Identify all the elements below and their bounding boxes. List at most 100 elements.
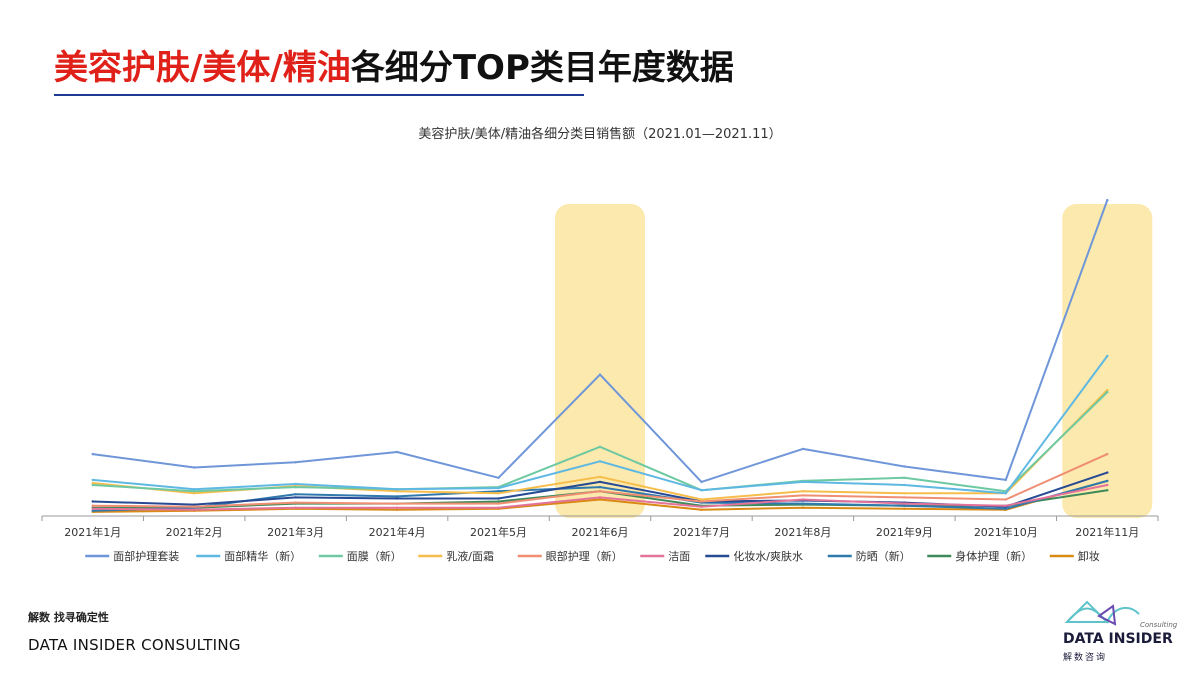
data-point: [903, 504, 906, 507]
data-point: [294, 493, 297, 496]
data-point: [1004, 478, 1007, 482]
data-point: [903, 492, 906, 495]
legend-label: 面部精华（新）: [224, 549, 301, 563]
data-point: [598, 485, 602, 489]
data-point: [903, 502, 906, 505]
data-point: [193, 503, 196, 506]
data-point: [903, 483, 906, 487]
data-point: [497, 502, 500, 505]
data-point: [294, 485, 297, 489]
data-point: [903, 496, 906, 499]
data-point: [294, 506, 297, 509]
data-point: [1106, 452, 1109, 456]
title-underline: [54, 94, 584, 96]
data-point: [700, 505, 703, 508]
data-point: [91, 478, 94, 482]
data-point: [1004, 492, 1007, 495]
legend-label: 面部护理套装: [113, 549, 179, 563]
chart-title: 美容护肤/美体/精油各细分类目销售额（2021.01—2021.11）: [418, 127, 782, 142]
x-tick-label: 2021年3月: [267, 525, 324, 539]
data-point: [598, 480, 602, 484]
page-title-rest: 各细分TOP类目年度数据: [350, 48, 734, 88]
data-point: [91, 500, 94, 503]
highlight-band: [555, 204, 645, 518]
x-tick-label: 2021年1月: [64, 525, 121, 539]
x-tick-label: 2021年5月: [470, 525, 527, 539]
data-point: [91, 509, 94, 512]
x-tick-label: 2021年6月: [572, 525, 629, 539]
data-point: [903, 465, 906, 468]
data-point: [700, 508, 703, 511]
data-point: [598, 498, 602, 501]
x-tick-label: 2021年7月: [673, 525, 730, 539]
data-point: [598, 460, 602, 463]
data-point: [700, 480, 703, 484]
data-point: [1106, 479, 1109, 483]
data-point: [193, 466, 196, 469]
legend-label: 化妆水/爽肤水: [733, 549, 803, 563]
data-point: [1004, 507, 1007, 510]
x-tick-label: 2021年2月: [166, 525, 223, 539]
x-tick-label: 2021年11月: [1075, 525, 1139, 539]
data-point: [294, 482, 297, 486]
footer-slogan: 解数 找寻确定性: [28, 611, 109, 624]
x-tick-label: 2021年8月: [774, 525, 831, 539]
data-point: [395, 490, 399, 493]
data-point: [91, 507, 94, 510]
data-point: [1106, 471, 1109, 474]
x-tick-label: 2021年9月: [876, 525, 933, 539]
data-point: [700, 489, 703, 492]
data-point: [598, 490, 602, 493]
data-point: [193, 505, 196, 508]
logo-name: DATA INSIDER: [1063, 631, 1173, 647]
data-point: [1106, 489, 1109, 492]
data-point: [1106, 388, 1109, 392]
page-title-highlight: 美容护肤/美体/精油: [54, 48, 351, 88]
data-point: [294, 461, 297, 464]
data-point: [497, 497, 500, 500]
data-point: [91, 483, 94, 487]
x-tick-label: 2021年10月: [974, 525, 1038, 539]
data-point: [700, 500, 703, 503]
legend-label: 乳液/面霜: [446, 549, 494, 563]
data-point: [1004, 504, 1007, 507]
data-point: [1106, 198, 1109, 202]
data-point: [497, 492, 500, 495]
data-point: [91, 452, 94, 456]
data-point: [801, 494, 805, 497]
data-point: [497, 476, 500, 479]
logo-cn: 解数咨询: [1063, 653, 1108, 663]
data-point: [395, 502, 399, 505]
data-point: [497, 500, 500, 503]
data-point: [801, 506, 805, 509]
x-tick-label: 2021年4月: [369, 525, 426, 539]
data-point: [193, 508, 196, 511]
highlight-band: [1062, 204, 1153, 518]
legend-label: 卸妆: [1078, 549, 1100, 563]
data-point: [497, 490, 500, 493]
data-point: [395, 450, 399, 454]
data-point: [1004, 498, 1007, 501]
data-point: [193, 490, 196, 493]
data-point: [801, 447, 805, 451]
data-point: [598, 373, 602, 376]
data-point: [193, 488, 196, 491]
data-point: [395, 508, 399, 511]
data-point: [497, 486, 500, 490]
legend-label: 洁面: [668, 550, 690, 563]
data-point: [91, 504, 94, 507]
data-point: [801, 490, 805, 493]
legend-label: 防晒（新）: [856, 549, 911, 563]
data-point: [598, 445, 602, 448]
data-point: [801, 498, 805, 501]
data-point: [395, 497, 399, 500]
legend-label: 面膜（新）: [347, 549, 402, 563]
data-insider-logo-icon: [1064, 600, 1140, 626]
data-point: [294, 496, 297, 499]
data-point: [801, 502, 805, 505]
data-point: [801, 480, 805, 484]
data-point: [598, 475, 602, 478]
data-point: [700, 498, 703, 501]
data-point: [598, 496, 602, 499]
